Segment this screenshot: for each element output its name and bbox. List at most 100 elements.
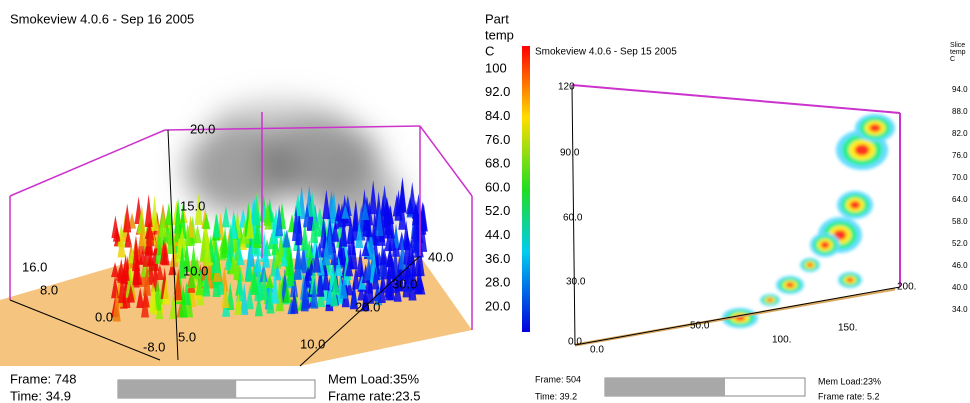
particle <box>263 201 272 226</box>
particle <box>142 263 151 296</box>
frame-rate: Frame rate: 5.2 <box>818 391 880 401</box>
axis-label: 0.0 <box>95 309 113 324</box>
axis-label: 150. <box>838 323 857 334</box>
particle <box>178 203 187 239</box>
particle <box>212 213 221 238</box>
particle <box>283 283 292 303</box>
particle <box>226 222 235 257</box>
particle <box>349 279 358 310</box>
particle <box>112 290 121 322</box>
particle <box>164 202 173 226</box>
particle <box>182 241 191 272</box>
colorbar-label: 100 <box>485 60 507 75</box>
particle <box>187 270 196 289</box>
particle <box>355 220 364 248</box>
colorbar-label: 52.0 <box>485 203 510 218</box>
particle <box>330 244 339 266</box>
colorbar-title: temp <box>485 27 514 42</box>
contour <box>767 298 773 302</box>
particle <box>361 201 370 221</box>
particle <box>178 226 187 249</box>
particle <box>305 239 314 259</box>
particle <box>224 252 233 271</box>
particle <box>155 264 164 280</box>
contour <box>869 124 881 132</box>
colorbar-label: 64.0 <box>952 195 968 204</box>
axis-label: 8.0 <box>40 282 58 297</box>
particle <box>416 273 425 291</box>
particle <box>345 279 354 296</box>
axis-label: 200. <box>897 282 916 293</box>
particle <box>316 262 325 297</box>
frame-rate: Frame rate:23.5 <box>328 388 421 403</box>
particle <box>144 193 153 227</box>
particle <box>234 228 243 261</box>
particle <box>169 292 178 319</box>
particle <box>321 266 330 291</box>
particle <box>234 292 243 315</box>
particle <box>398 197 407 230</box>
particle <box>375 203 384 237</box>
axis-label: 5.0 <box>178 329 196 344</box>
colorbar-label: 20.0 <box>485 298 510 313</box>
particle <box>236 250 245 266</box>
particle <box>275 204 284 237</box>
particle <box>229 252 238 275</box>
particle <box>403 229 412 265</box>
particle <box>245 265 254 280</box>
colorbar-label: 36.0 <box>485 251 510 266</box>
slice-plane <box>572 85 900 345</box>
particle <box>334 202 343 222</box>
particle <box>146 250 155 266</box>
particle <box>286 253 295 287</box>
colorbar-title: Part <box>485 11 509 26</box>
colorbar-label: 94.0 <box>952 85 968 94</box>
particle <box>408 269 417 301</box>
particle <box>166 229 175 254</box>
contour <box>786 282 794 288</box>
particle <box>141 290 150 318</box>
particle <box>117 230 126 258</box>
bounding-box <box>571 84 901 287</box>
particle <box>195 274 204 296</box>
particle <box>202 266 211 297</box>
colorbar-label: 76.0 <box>485 132 510 147</box>
colorbar-title: C <box>485 43 494 58</box>
particle <box>126 284 135 303</box>
particle <box>290 288 299 314</box>
contour <box>849 201 861 209</box>
particle <box>262 243 271 268</box>
particle <box>293 249 302 280</box>
particle <box>201 252 210 281</box>
particle <box>339 217 348 247</box>
axis-label: -8.0 <box>143 339 165 354</box>
particle <box>265 273 274 289</box>
colorbar-label: 88.0 <box>952 107 968 116</box>
window-title: Smokeview 4.0.6 - Sep 16 2005 <box>10 11 194 26</box>
particle <box>283 261 292 276</box>
particle <box>155 302 164 320</box>
axis-label: 120 <box>558 82 575 93</box>
axes <box>9 129 421 367</box>
time-label: Time: 34.9 <box>10 388 71 403</box>
particle <box>404 276 413 292</box>
particle <box>124 229 133 248</box>
particle <box>178 245 187 279</box>
particle <box>138 218 147 247</box>
particle <box>386 205 395 239</box>
colorbar-label: 44.0 <box>485 227 510 242</box>
axis-label: 10.0 <box>300 336 325 351</box>
particle <box>303 202 312 228</box>
right-view <box>571 84 901 397</box>
contour <box>833 229 847 241</box>
particle <box>349 237 358 270</box>
particle <box>146 224 155 247</box>
particle <box>211 238 220 273</box>
left-view <box>0 100 473 399</box>
particle <box>313 218 322 237</box>
particle <box>334 256 343 277</box>
colorbar-label: 60.0 <box>485 179 510 194</box>
mem-load: Mem Load:23% <box>818 376 881 386</box>
particle <box>331 271 340 296</box>
particle <box>252 193 261 226</box>
